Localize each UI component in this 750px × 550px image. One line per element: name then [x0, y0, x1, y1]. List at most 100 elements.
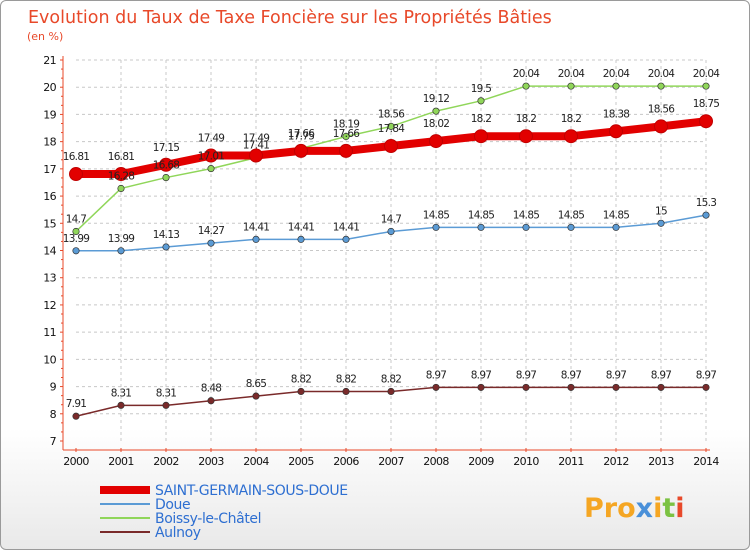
y-tick-label: 15	[43, 217, 56, 230]
y-tick-label: 21	[43, 54, 56, 67]
point-saint-germain-sous-doue	[159, 157, 173, 172]
x-tick-label: 2014	[693, 455, 719, 468]
x-tick-label: 2009	[468, 455, 494, 468]
point-boissy-le-ch-tel	[612, 82, 620, 90]
point-aulnoy	[567, 383, 575, 391]
data-label: 18.38	[603, 108, 630, 120]
logo-part-x: x	[636, 493, 653, 524]
point-saint-germain-sous-doue	[699, 114, 713, 129]
data-label: 8.48	[201, 383, 222, 395]
data-label: 14.85	[513, 209, 540, 221]
data-label: 17.49	[198, 133, 225, 145]
data-label: 19.5	[471, 83, 492, 95]
data-label: 17.66	[288, 128, 316, 140]
data-label: 18.2	[471, 113, 492, 125]
data-label: 20.04	[558, 68, 586, 80]
data-label: 8.97	[426, 369, 447, 381]
data-label: 8.82	[381, 373, 402, 385]
data-label: 20.04	[693, 68, 721, 80]
point-doue	[207, 239, 215, 247]
data-label: 14.41	[288, 221, 315, 233]
point-aulnoy	[432, 383, 440, 391]
data-label: 8.65	[246, 378, 267, 390]
data-label: 14.41	[243, 221, 270, 233]
point-saint-germain-sous-doue	[249, 148, 263, 163]
point-aulnoy	[522, 383, 530, 391]
y-tick-label: 7	[50, 435, 57, 448]
point-aulnoy	[657, 383, 665, 391]
point-saint-germain-sous-doue	[564, 129, 578, 144]
data-label: 8.97	[606, 369, 627, 381]
legend-label: Aulnoy	[155, 525, 201, 541]
point-doue	[702, 211, 710, 219]
y-tick-label: 16	[43, 190, 56, 203]
legend-label: Doue	[155, 497, 190, 513]
point-aulnoy	[342, 387, 350, 396]
point-saint-germain-sous-doue	[519, 129, 533, 144]
gridlines	[76, 59, 707, 441]
data-label: 8.97	[696, 369, 717, 381]
x-tick-label: 2002	[153, 455, 179, 468]
point-doue	[612, 223, 620, 231]
point-doue	[432, 223, 440, 231]
point-boissy-le-ch-tel	[702, 82, 710, 90]
data-label: 19.12	[423, 93, 450, 105]
point-doue	[657, 219, 665, 227]
data-label: 18.75	[693, 98, 720, 110]
data-label: 15.3	[696, 197, 717, 209]
data-labels: 7.91 8.31 8.31 8.48 8.65 8.82 8.82 8.82 8.97 8.97…	[63, 68, 721, 410]
data-label: 20.04	[648, 68, 676, 80]
point-saint-germain-sous-doue	[474, 129, 488, 144]
point-saint-germain-sous-doue	[609, 124, 623, 139]
data-label: 13.99	[63, 233, 90, 245]
data-label: 16.68	[153, 160, 180, 172]
point-saint-germain-sous-doue	[69, 167, 83, 182]
data-label: 17.01	[198, 151, 225, 163]
data-label: 14.27	[198, 225, 225, 237]
point-boissy-le-ch-tel	[477, 97, 485, 105]
point-aulnoy	[612, 383, 620, 391]
data-label: 17.75	[288, 130, 315, 142]
data-label: 17.84	[378, 123, 406, 135]
point-doue	[567, 223, 575, 231]
point-boissy-le-ch-tel	[162, 174, 170, 182]
y-tick-label: 19	[43, 108, 56, 121]
point-boissy-le-ch-tel	[657, 82, 665, 90]
data-label: 14.85	[558, 209, 585, 221]
x-tick-label: 2008	[423, 455, 449, 468]
point-doue	[72, 247, 80, 255]
point-aulnoy	[387, 387, 395, 396]
y-tick-label: 13	[43, 272, 56, 285]
data-label: 18.2	[516, 113, 537, 125]
point-aulnoy	[477, 383, 485, 391]
point-boissy-le-ch-tel	[72, 227, 80, 236]
data-label: 17.66	[333, 128, 361, 140]
x-tick-label: 2011	[558, 455, 584, 468]
data-label: 17.49	[243, 133, 270, 145]
point-aulnoy	[162, 401, 170, 409]
x-tick-label: 2001	[108, 455, 134, 468]
point-saint-germain-sous-doue	[384, 138, 398, 153]
data-label: 14.13	[153, 229, 180, 241]
point-doue	[477, 223, 485, 231]
data-label: 14.7	[66, 213, 87, 225]
y-axis-unit: (en %)	[27, 30, 63, 43]
point-aulnoy	[297, 387, 305, 396]
point-saint-germain-sous-doue	[204, 148, 218, 163]
logo-part-i2: i	[675, 493, 684, 524]
point-doue	[297, 235, 305, 243]
point-saint-germain-sous-doue	[114, 167, 128, 182]
logo-part-pro: Pro	[584, 493, 636, 524]
point-doue	[252, 235, 260, 243]
point-doue	[117, 247, 125, 255]
data-label: 8.31	[156, 387, 177, 399]
data-label: 14.7	[381, 213, 402, 225]
axes: 7 8 9 10 11 12 13 14 15 16 17 18 19 20 21 2000 2001 2002 2…	[43, 54, 720, 468]
y-tick-label: 11	[43, 326, 56, 339]
data-label: 13.99	[108, 233, 135, 245]
series-layer	[69, 82, 713, 420]
data-label: 16.81	[108, 151, 135, 163]
point-doue	[342, 235, 350, 243]
